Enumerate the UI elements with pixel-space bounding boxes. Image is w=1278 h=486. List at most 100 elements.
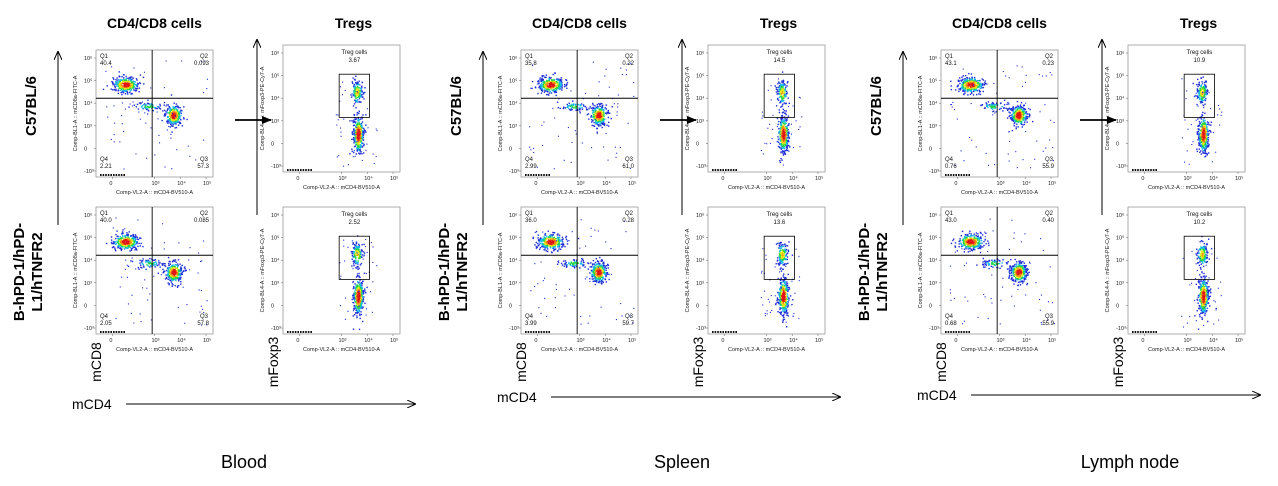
x-tick-label: 10⁵ [815,175,823,182]
x-tick-label: 10⁴ [1022,337,1031,344]
x-tick-label: 10⁵ [1048,337,1056,344]
y-tick-label: 10⁵ [84,78,92,85]
x-tick-label: 10³ [577,338,585,344]
treg-gate [338,73,370,118]
treg-value: 13.6 [774,220,786,226]
q1-label: Q1 [100,54,109,60]
q3-label: Q3 [1045,157,1054,163]
q1-value: 36.0 [525,218,537,224]
row-label-line: L1/hTNFR2 [874,232,891,311]
x-tick-label: 0 [1141,338,1144,344]
treg-gate-label: Treg cells [766,212,792,218]
x-tick-label: 0 [954,181,957,187]
mcd4-axis-label: mCD4 [72,396,112,412]
x-tick-label: 10⁵ [628,337,636,344]
y-tick-label: 10⁵ [509,78,517,85]
column-header-tregs: Tregs [760,15,798,31]
x-tick-label: 10⁵ [390,337,398,344]
column-header-tregs: Tregs [335,15,373,31]
q3-label: Q3 [200,314,209,320]
y-tick-label: 10⁴ [271,95,280,102]
x-tick-label: 0 [721,338,724,344]
q4-value: 0.68 [945,321,957,327]
x-tick-label: 10⁵ [390,175,398,182]
y-tick-label: 10⁴ [84,257,93,264]
y-tick-label: 10³ [696,119,704,125]
treg-value: 10.9 [1194,58,1206,64]
y-tick-label: 0 [1116,303,1119,309]
y-tick-label: -10³ [84,326,94,332]
q3-value: 57.3 [197,164,209,170]
tissue-label: Spleen [654,452,710,472]
y-tick-label: 10⁴ [696,257,705,264]
x-tick-label: 10⁵ [203,337,211,344]
panel-y-axis-label: Comp-BL1-A :: mCD8a-FITC-A [498,232,504,308]
y-tick-label: 0 [509,146,512,152]
x-tick-label: 10³ [152,338,160,344]
y-tick-label: 0 [509,303,512,309]
panel-frame [940,206,1059,335]
row-label-line: B-hPD-1/hPD- [856,223,873,321]
mfoxp3-axis-label: mFoxp3 [265,337,281,388]
treg-gate [1183,235,1215,280]
panel-y-axis-label: Comp-BL1-A :: mCD8a-FITC-A [73,75,79,151]
q4-value: 0.76 [945,164,957,170]
x-tick-label: 0 [721,176,724,182]
y-tick-label: 10⁶ [929,212,937,219]
y-tick-label: 10⁶ [1116,212,1124,219]
y-tick-label: 10³ [509,281,517,287]
panel-x-axis-label: Comp-VL2-A :: mCD4-BV510-A [116,190,193,196]
x-tick-label: 10⁵ [1235,337,1243,344]
column-header-cd4-cd8: CD4/CD8 cells [107,15,202,31]
x-tick-label: 10⁴ [1209,337,1218,344]
x-tick-label: 10³ [339,176,347,182]
panel-y-axis-label: Comp-BL1-A :: mCD8a-FITC-A [73,232,79,308]
column-header-tregs: Tregs [1180,15,1218,31]
treg-gate-label: Treg cells [1186,50,1212,56]
y-tick-label: -10³ [1116,326,1126,332]
row-label-line: L1/hTNFR2 [454,232,471,311]
y-tick-label: -10³ [929,169,939,175]
q3-label: Q3 [200,157,209,163]
y-tick-label: 10⁶ [271,212,279,219]
panel-x-axis-label: Comp-VL2-A :: mCD4-BV510-A [728,185,805,191]
q3-label: Q3 [625,157,634,163]
q1-label: Q1 [525,211,534,217]
panel-frame [95,49,214,178]
panel-y-axis-label: Comp-BL1-A :: mCD8a-FITC-A [918,232,924,308]
treg-value: 14.5 [774,58,786,64]
y-tick-label: -10³ [271,326,281,332]
q1-value: 35.8 [525,61,537,67]
panel-x-axis-label: Comp-VL2-A :: mCD4-BV510-A [541,347,618,353]
q1-value: 43.0 [945,218,957,224]
x-tick-label: 10⁴ [602,337,611,344]
panel-frame [1127,206,1246,335]
panel-frame [707,44,826,173]
y-tick-label: 10⁴ [509,100,518,107]
y-tick-label: 0 [271,141,274,147]
q2-label: Q2 [1045,54,1054,60]
column-header-cd4-cd8: CD4/CD8 cells [952,15,1047,31]
x-tick-label: 10⁴ [364,175,373,182]
panel-x-axis-label: Comp-VL2-A :: mCD4-BV510-A [303,347,380,353]
q3-value: 55.9 [1042,164,1054,170]
panel-frame [1127,44,1246,173]
panel-y-axis-label: Comp-BL4-A :: mFoxp3-PE-Cy7-A [685,66,691,150]
q3-label: Q3 [625,314,634,320]
x-tick-label: 0 [109,181,112,187]
y-tick-label: 10³ [271,119,279,125]
x-tick-label: 0 [534,181,537,187]
y-tick-label: -10³ [696,164,706,170]
x-tick-label: 0 [296,338,299,344]
y-tick-label: 10³ [84,281,92,287]
row-label-humanized: B-hPD-1/hPD-L1/hTNFR2 [856,223,891,321]
y-tick-label: 10⁵ [929,78,937,85]
mcd8-axis-label: mCD8 [88,342,104,382]
q3-value: 55.9 [1042,321,1054,327]
q2-label: Q2 [1045,211,1054,217]
y-tick-label: 0 [929,303,932,309]
